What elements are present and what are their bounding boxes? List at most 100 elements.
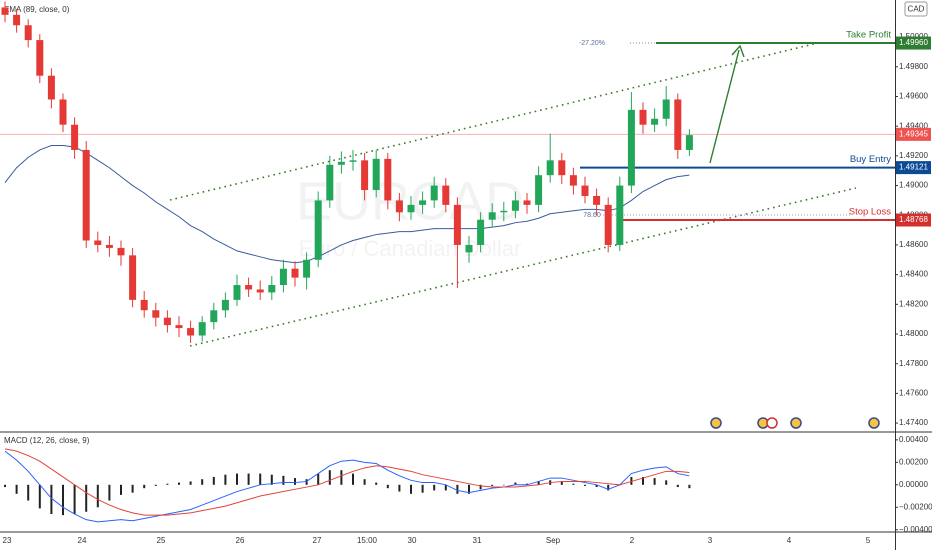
candle-body [465, 244, 473, 253]
macd-histogram-bar [189, 481, 192, 485]
event-flag-icon[interactable] [766, 417, 778, 429]
macd-histogram-bar [212, 476, 215, 485]
macd-histogram-bar [224, 474, 227, 485]
macd-histogram-bar [537, 481, 540, 485]
event-icon[interactable] [710, 417, 722, 429]
macd-y-tick-label: 0.00400 [899, 435, 928, 444]
candle-body [94, 240, 102, 245]
x-tick-label: 5 [866, 536, 871, 545]
macd-histogram-bar [120, 484, 122, 495]
candle-body [303, 259, 311, 278]
macd-histogram-bar [386, 484, 389, 489]
arrow-shaft [709, 49, 740, 164]
fib-label: 78.60 [583, 212, 601, 219]
macd-histogram-bar [398, 484, 401, 492]
candle-body [639, 109, 647, 125]
watermark: EURCAD [296, 171, 524, 231]
fib-label: -27.20% [579, 40, 605, 47]
event-icon[interactable] [790, 417, 802, 429]
macd-histogram-bar [4, 484, 6, 488]
candle-body [361, 160, 369, 191]
candle-body [581, 185, 589, 196]
macd-histogram-bar [421, 484, 424, 493]
candle-body [407, 204, 415, 213]
candle-body [569, 175, 577, 186]
candle-body [187, 328, 195, 336]
candle-body [47, 75, 55, 100]
price-tag [896, 36, 931, 50]
macd-histogram-bar [410, 484, 412, 494]
x-tick-label: Sep [546, 536, 561, 545]
candle-body [245, 285, 253, 290]
macd-histogram-bar [456, 484, 459, 494]
x-tick-label: 27 [313, 536, 322, 545]
candle-body [488, 212, 496, 220]
x-tick-label: 24 [78, 536, 87, 545]
candle-body [651, 118, 659, 125]
price-tag [896, 127, 931, 141]
level-name: Take Profit [846, 30, 891, 41]
candle-body [140, 299, 148, 311]
macd-histogram-bar [317, 473, 320, 485]
x-tick-label: 23 [3, 536, 12, 545]
macd-histogram-bar [468, 484, 470, 494]
macd-histogram-bar [642, 476, 644, 485]
candle-body [36, 40, 44, 76]
x-tick-label: 31 [473, 536, 482, 545]
macd-title: MACD (12, 26, close, 9) [4, 436, 90, 445]
macd-histogram-bar [595, 484, 598, 488]
macd-histogram-bar [444, 484, 447, 491]
signal-line [4, 448, 690, 516]
candle-body [477, 219, 485, 245]
indicator-label: EMA (89, close, 0) [4, 5, 70, 14]
candle-body [105, 244, 113, 248]
candle-body [395, 200, 403, 213]
candle-body [233, 285, 241, 300]
macd-histogram-bar [27, 484, 30, 501]
candle-body [82, 149, 90, 241]
price-tag-label: 1.49960 [899, 38, 928, 47]
candle-body [59, 99, 67, 125]
candle-body [558, 160, 566, 176]
candle-body [372, 158, 380, 191]
y-tick-label: 1.48400 [899, 270, 928, 279]
macd-histogram-bar [201, 479, 204, 485]
macd-histogram-bar [375, 482, 378, 485]
channel-lower [189, 187, 857, 347]
candle-body [546, 160, 554, 176]
macd-histogram-bar [270, 474, 273, 485]
macd-histogram-bar [247, 473, 250, 485]
level-name: Stop Loss [849, 207, 891, 218]
macd-histogram-bar [560, 481, 563, 485]
candle-body [616, 185, 624, 245]
candle-body [511, 200, 519, 211]
macd-histogram-bar [96, 484, 99, 508]
x-tick-label: 2 [630, 536, 635, 545]
candle-body [523, 200, 531, 205]
candle-body [314, 200, 322, 260]
y-tick-label: 1.47400 [899, 418, 928, 427]
y-tick-label: 1.49800 [899, 62, 928, 71]
candle-body [662, 99, 670, 119]
macd-histogram-bar [479, 484, 482, 490]
level-name: Buy Entry [850, 154, 891, 165]
candle-body [152, 310, 160, 318]
candle-body [198, 322, 206, 336]
candle-body [279, 268, 287, 286]
macd-histogram-bar [572, 483, 575, 485]
price-tag-label: 1.49121 [899, 163, 928, 172]
candle-body [627, 109, 635, 186]
event-icon[interactable] [868, 417, 880, 429]
currency-box[interactable] [904, 1, 928, 17]
macd-histogram-bar [363, 479, 366, 485]
candle-body [593, 195, 601, 205]
macd-histogram-bar [491, 484, 494, 486]
macd-histogram-bar [502, 484, 505, 486]
y-tick-label: 1.48600 [899, 240, 928, 249]
x-tick-label: 25 [157, 536, 166, 545]
candle-body [500, 210, 508, 213]
macd-histogram-bar [328, 470, 331, 485]
candle-body [291, 268, 299, 278]
